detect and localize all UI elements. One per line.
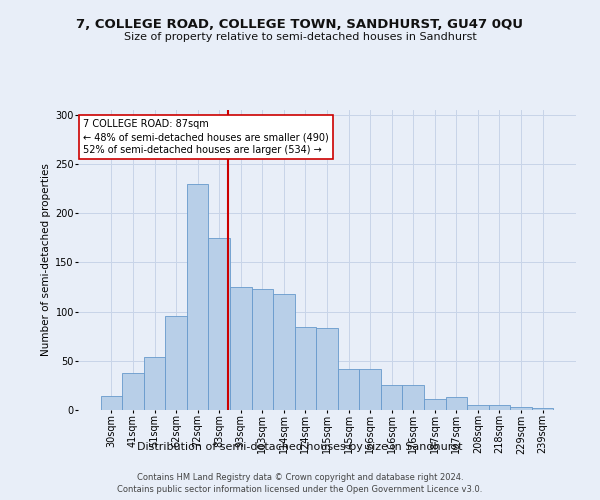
Bar: [338, 368, 359, 410]
Bar: [166, 316, 187, 410]
Bar: [467, 405, 488, 410]
Bar: [273, 294, 295, 410]
Bar: [446, 397, 467, 410]
Bar: [295, 328, 316, 410]
Bar: [122, 372, 144, 410]
Bar: [488, 405, 510, 410]
Text: Contains HM Land Registry data © Crown copyright and database right 2024.: Contains HM Land Registry data © Crown c…: [137, 472, 463, 482]
Text: 7, COLLEGE ROAD, COLLEGE TOWN, SANDHURST, GU47 0QU: 7, COLLEGE ROAD, COLLEGE TOWN, SANDHURST…: [77, 18, 523, 30]
Bar: [251, 289, 273, 410]
Bar: [101, 396, 122, 410]
Text: 7 COLLEGE ROAD: 87sqm
← 48% of semi-detached houses are smaller (490)
52% of sem: 7 COLLEGE ROAD: 87sqm ← 48% of semi-deta…: [83, 119, 329, 156]
Text: Size of property relative to semi-detached houses in Sandhurst: Size of property relative to semi-detach…: [124, 32, 476, 42]
Bar: [208, 238, 230, 410]
Bar: [424, 399, 446, 410]
Bar: [230, 287, 251, 410]
Bar: [403, 386, 424, 410]
Bar: [316, 328, 338, 410]
Y-axis label: Number of semi-detached properties: Number of semi-detached properties: [41, 164, 51, 356]
Bar: [510, 407, 532, 410]
Text: Contains public sector information licensed under the Open Government Licence v3: Contains public sector information licen…: [118, 485, 482, 494]
Bar: [187, 184, 208, 410]
Bar: [532, 408, 553, 410]
Bar: [381, 386, 403, 410]
Bar: [144, 357, 166, 410]
Text: Distribution of semi-detached houses by size in Sandhurst: Distribution of semi-detached houses by …: [137, 442, 463, 452]
Bar: [359, 368, 381, 410]
